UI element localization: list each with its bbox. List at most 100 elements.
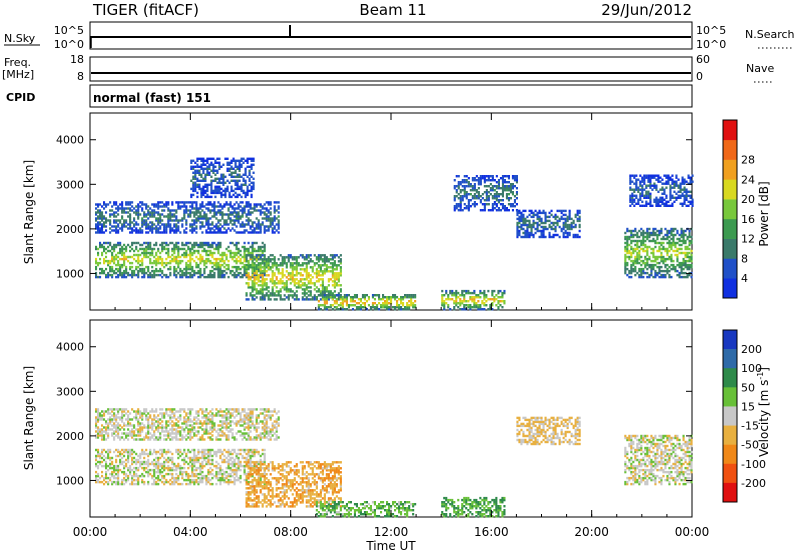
echo-cell <box>195 263 198 267</box>
echo-cell <box>247 219 250 222</box>
echo-cell <box>217 267 220 271</box>
echo-cell <box>177 219 180 222</box>
echo-cell <box>237 265 240 269</box>
echo-cell <box>233 229 236 232</box>
echo-cell <box>109 227 112 230</box>
echo-cell <box>628 257 631 261</box>
echo-cell <box>210 191 213 195</box>
echo-cell <box>635 174 638 177</box>
echo-cell <box>277 258 280 261</box>
echo-cell <box>185 255 188 259</box>
echo-cell <box>495 209 498 212</box>
echo-cell <box>670 259 673 263</box>
echo-cell <box>257 247 260 251</box>
echo-cell <box>640 263 643 267</box>
echo-cell <box>261 284 264 287</box>
echo-cell <box>204 177 207 180</box>
echo-cell <box>518 211 521 215</box>
echo-cell <box>193 468 196 472</box>
echo-cell <box>135 241 138 245</box>
echo-cell <box>337 304 340 307</box>
echo-cell <box>554 227 557 231</box>
echo-cell <box>660 247 663 251</box>
echo-cell <box>333 282 336 285</box>
echo-cell <box>656 235 659 239</box>
echo-cell <box>147 452 150 456</box>
echo-cell <box>121 273 124 277</box>
echo-cell <box>243 267 246 271</box>
echo-cell <box>233 219 236 222</box>
echo-cell <box>414 300 417 303</box>
echo-cell <box>191 472 194 476</box>
echo-cell <box>341 306 344 309</box>
echo-cell <box>321 284 324 287</box>
echo-cell <box>171 213 174 216</box>
echo-cell <box>193 458 196 462</box>
echo-cell <box>273 260 276 263</box>
echo-cell <box>193 219 196 222</box>
echo-cell <box>233 243 236 247</box>
echo-cell <box>187 466 190 470</box>
echo-cell <box>257 258 260 261</box>
echo-cell <box>97 466 100 470</box>
echo-cell <box>634 247 637 251</box>
echo-cell <box>335 276 338 279</box>
echo-cell <box>301 278 304 281</box>
echo-cell <box>649 200 652 203</box>
echo-cell <box>155 227 158 230</box>
echo-cell <box>181 247 184 251</box>
echo-cell <box>151 227 154 230</box>
echo-cell <box>532 221 535 225</box>
echo-cell <box>473 300 476 303</box>
echo-cell <box>199 255 202 259</box>
echo-cell <box>121 249 124 253</box>
echo-cell <box>149 448 152 452</box>
echo-cell <box>145 221 148 224</box>
echo-cell <box>327 292 330 295</box>
echo-cell <box>384 296 387 299</box>
echo-cell <box>243 205 246 208</box>
echo-cell <box>125 269 128 273</box>
echo-cell <box>631 188 634 191</box>
echo-cell <box>507 199 510 202</box>
echo-cell <box>215 257 218 261</box>
echo-cell <box>117 241 120 245</box>
echo-cell <box>465 291 468 295</box>
echo-cell <box>255 273 258 277</box>
echo-cell <box>503 187 506 190</box>
echo-cell <box>115 245 118 249</box>
echo-cell <box>461 289 464 293</box>
echo-cell <box>103 201 106 204</box>
echo-cell <box>165 251 168 255</box>
echo-cell <box>171 227 174 230</box>
echo-cell <box>646 247 649 251</box>
echo-cell <box>646 267 649 271</box>
echo-cell <box>455 191 458 194</box>
echo-cell <box>131 460 134 464</box>
echo-cell <box>542 227 545 231</box>
echo-cell <box>643 174 646 177</box>
echo-cell <box>638 229 641 233</box>
echo-cell <box>251 286 254 289</box>
echo-cell <box>235 219 238 222</box>
echo-cell <box>145 255 148 259</box>
echo-cell <box>179 259 182 263</box>
echo-cell <box>471 203 474 206</box>
echo-cell <box>207 448 210 452</box>
echo-cell <box>123 255 126 259</box>
echo-cell <box>231 251 234 255</box>
echo-cell <box>650 239 653 243</box>
echo-cell <box>171 474 174 478</box>
echo-cell <box>644 239 647 243</box>
echo-cell <box>251 282 254 285</box>
echo-cell <box>398 308 401 311</box>
echo-cell <box>386 304 389 307</box>
echo-cell <box>635 186 638 189</box>
echo-cell <box>307 272 310 275</box>
echo-cell <box>483 304 486 307</box>
echo-cell <box>501 179 504 182</box>
echo-cell <box>633 176 636 179</box>
echo-cell <box>197 482 200 486</box>
echo-cell <box>487 177 490 180</box>
echo-cell <box>640 247 643 251</box>
